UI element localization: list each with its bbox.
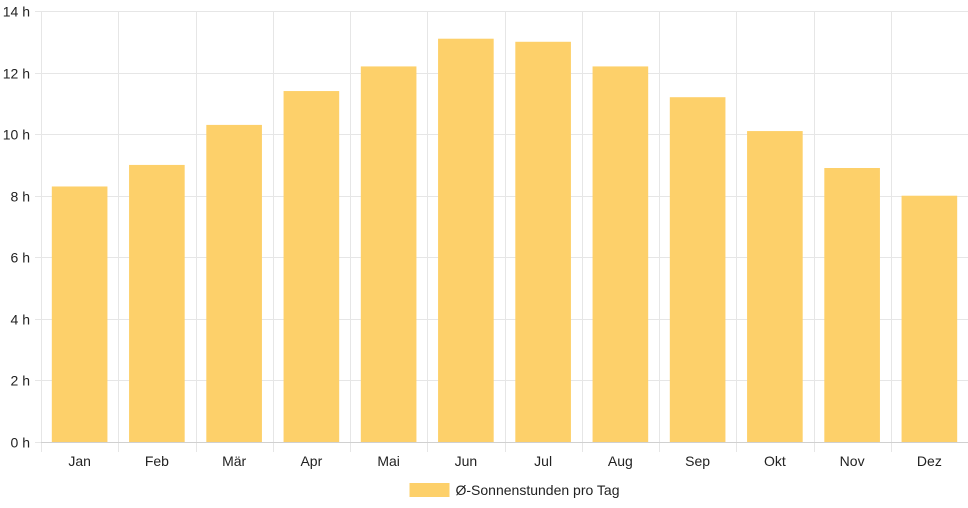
y-tick-label: 6 h	[11, 250, 30, 266]
y-tick-label: 2 h	[11, 373, 30, 389]
bar-Nov[interactable]	[824, 168, 880, 442]
legend[interactable]: Ø-Sonnenstunden pro Tag	[409, 482, 620, 498]
legend-swatch	[409, 483, 450, 497]
y-tick-label: 10 h	[3, 127, 30, 143]
x-tick-label: Jan	[68, 453, 91, 469]
bars	[51, 38, 958, 443]
bar-Dez[interactable]	[901, 195, 958, 442]
x-tick-label: Dez	[917, 453, 942, 469]
bar-Apr[interactable]	[283, 91, 340, 443]
x-tick-label: Okt	[764, 453, 786, 469]
y-tick-label: 12 h	[3, 66, 30, 82]
y-tick-label: 4 h	[11, 312, 30, 328]
x-axis-labels: Jan Feb Mär Apr Mai Jun Jul Aug Sep Okt Nov Dez	[68, 453, 941, 469]
grid	[35, 11, 968, 452]
x-tick-label: Jul	[534, 453, 552, 469]
x-tick-label: Nov	[840, 453, 865, 469]
bar-Jun[interactable]	[438, 38, 494, 442]
y-axis-labels: 0 h 2 h 4 h 6 h 8 h 10 h 12 h 14 h	[3, 4, 30, 451]
x-tick-label: Mär	[222, 453, 246, 469]
legend-label: Ø-Sonnenstunden pro Tag	[456, 482, 620, 498]
x-tick-label: Sep	[685, 453, 710, 469]
y-tick-label: 0 h	[11, 435, 30, 451]
bar-Mai[interactable]	[360, 66, 417, 443]
bar-Aug[interactable]	[592, 66, 649, 443]
x-tick-label: Aug	[608, 453, 633, 469]
x-tick-label: Apr	[300, 453, 322, 469]
bar-Mär[interactable]	[206, 124, 262, 443]
bar-Okt[interactable]	[747, 131, 803, 443]
y-tick-label: 14 h	[3, 4, 30, 20]
x-tick-label: Feb	[145, 453, 169, 469]
bar-Sep[interactable]	[669, 97, 726, 442]
bar-Jan[interactable]	[51, 186, 108, 442]
bar-Jul[interactable]	[515, 41, 571, 443]
x-tick-label: Mai	[377, 453, 400, 469]
y-tick-label: 8 h	[11, 189, 30, 205]
x-tick-label: Jun	[455, 453, 478, 469]
bar-Feb[interactable]	[129, 164, 185, 442]
